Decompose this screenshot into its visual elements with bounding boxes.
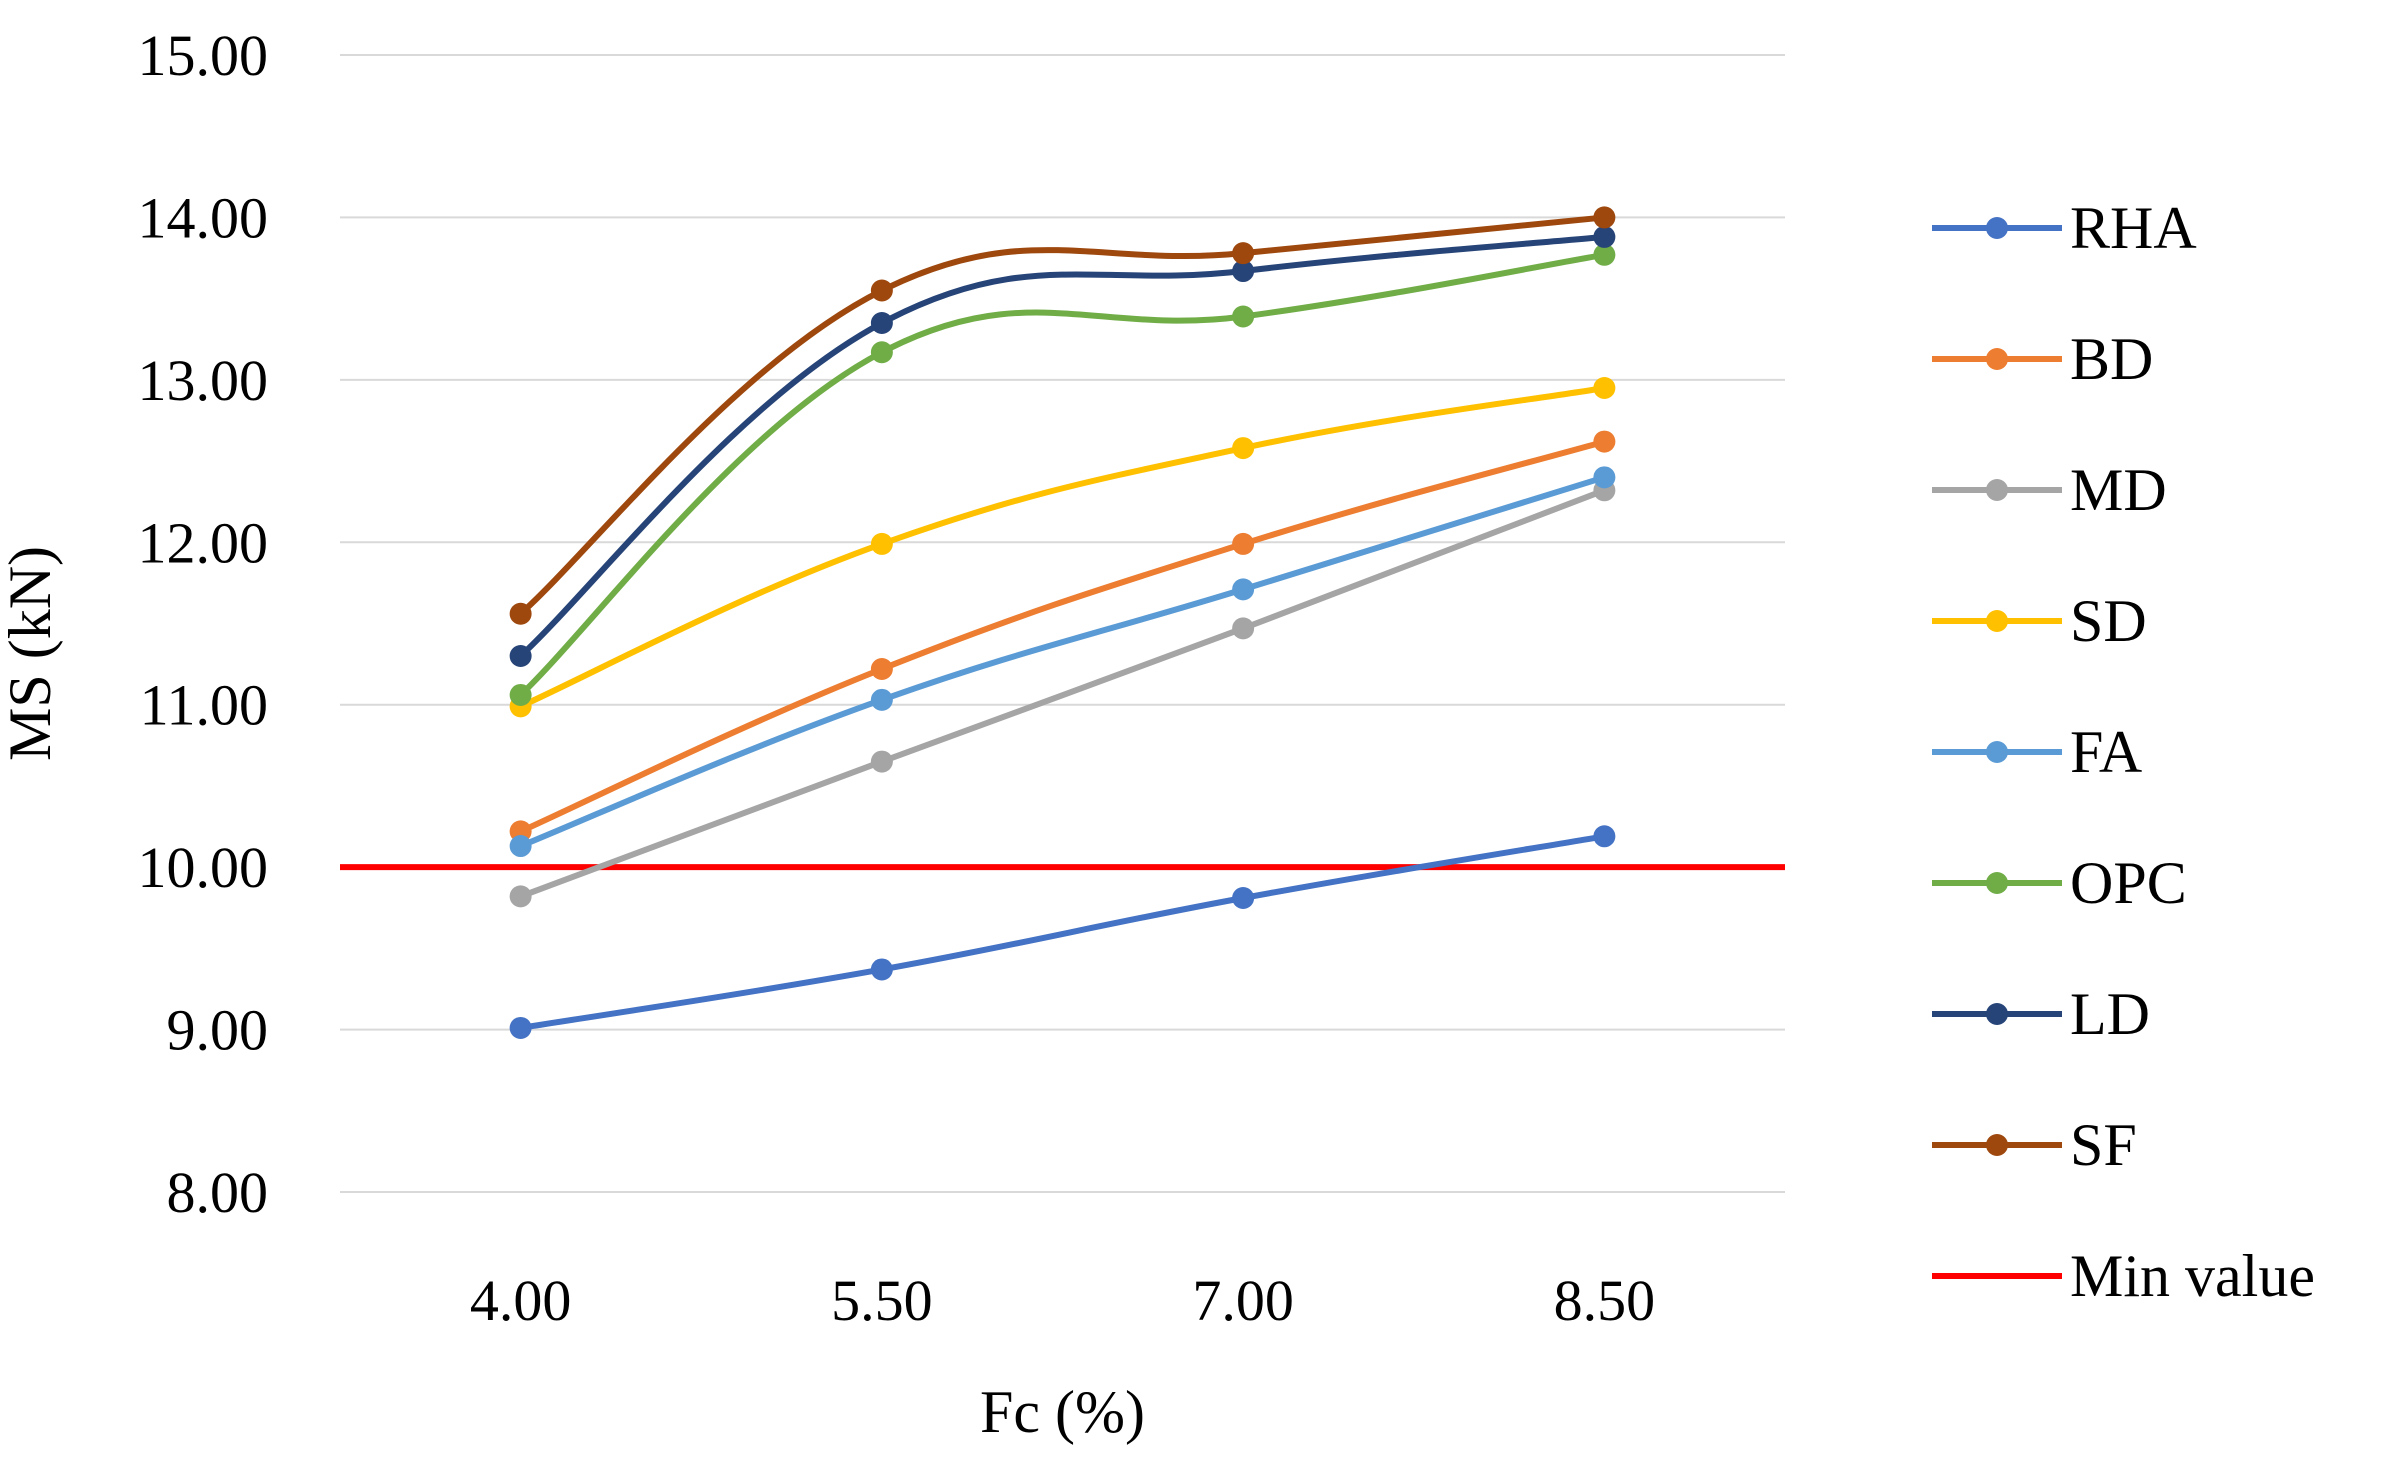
x-tick-labels: 4.00 5.50 7.00 8.50 [470,1268,1655,1333]
data-point-sd [1232,437,1255,460]
legend-marker-swatch [1986,479,2008,501]
x-tick-label: 7.00 [1192,1268,1294,1333]
data-point-rha [1232,887,1255,910]
y-tick-label: 12.00 [138,510,269,575]
legend-label: LD [2070,981,2150,1047]
data-point-bd [1232,532,1255,555]
legend-label: FA [2070,719,2142,785]
data-point-fa [1593,466,1616,489]
y-tick-label: 8.00 [167,1160,269,1225]
data-point-rha [870,958,893,981]
legend-label: SF [2070,1112,2137,1178]
x-tick-label: 5.50 [831,1268,933,1333]
legend-marker-swatch [1986,872,2008,894]
legend-label: BD [2070,326,2153,392]
y-tick-label: 15.00 [138,23,269,88]
y-tick-label: 10.00 [138,835,269,900]
legend-item-sf: SF [1932,1112,2137,1178]
legend-label: SD [2070,588,2147,654]
data-point-ld [509,644,532,667]
y-tick-label: 13.00 [138,348,269,413]
series-line-opc [517,251,1608,698]
data-point-sd [1593,376,1616,399]
series-md [509,479,1616,908]
data-point-sf [870,279,893,302]
data-point-fa [870,688,893,711]
data-point-fa [509,835,532,858]
legend-label: RHA [2070,195,2197,261]
data-point-opc [509,683,532,706]
data-point-ld [1232,260,1255,283]
data-point-ld [870,312,893,335]
data-point-sf [1593,206,1616,229]
series-opc [509,243,1616,706]
series-sf [509,206,1616,625]
data-point-sf [509,602,532,625]
data-point-sd [870,532,893,555]
legend-marker-swatch [1986,610,2008,632]
legend-item-rha: RHA [1932,195,2197,261]
data-point-bd [1593,430,1616,453]
legend-item-ld: LD [1932,981,2150,1047]
legend: RHA BD MD SD FA OPC LD SF Min value [1932,195,2315,1309]
legend-label: Min value [2070,1243,2315,1309]
data-point-ld [1593,225,1616,248]
y-axis-title: MS (kN) [0,546,63,761]
y-tick-label: 14.00 [138,185,269,250]
legend-label: OPC [2070,850,2187,916]
data-point-md [1232,617,1255,640]
series-bd [509,430,1616,843]
y-tick-label: 11.00 [140,673,268,738]
data-point-rha [1593,825,1616,848]
series-group [509,206,1616,1039]
x-tick-label: 8.50 [1554,1268,1656,1333]
legend-item-md: MD [1932,457,2167,523]
series-fa [509,466,1616,858]
legend-marker-swatch [1986,348,2008,370]
data-point-opc [1232,305,1255,328]
series-line-ld [517,233,1608,659]
data-point-md [509,885,532,908]
legend-marker-swatch [1986,217,2008,239]
data-point-fa [1232,578,1255,601]
legend-marker-swatch [1986,1003,2008,1025]
series-line-sd [517,384,1608,710]
x-axis-title: Fc (%) [980,1379,1145,1445]
series-line-md [517,487,1608,900]
legend-marker-swatch [1986,741,2008,763]
data-point-rha [509,1016,532,1039]
legend-item-min-value: Min value [1932,1243,2315,1309]
series-line-sf [517,214,1608,617]
data-point-sf [1232,242,1255,265]
series-sd [509,376,1616,718]
legend-label: MD [2070,457,2167,523]
data-point-bd [870,657,893,680]
series-line-bd [517,438,1608,835]
y-tick-labels: 8.00 9.00 10.00 11.00 12.00 13.00 14.00 15.00 [138,23,269,1225]
legend-item-opc: OPC [1932,850,2187,916]
y-tick-label: 9.00 [167,998,269,1063]
legend-marker-swatch [1986,1134,2008,1156]
series-line-rha [517,833,1608,1031]
series-line-fa [517,474,1608,850]
data-point-opc [1593,243,1616,266]
x-tick-label: 4.00 [470,1268,572,1333]
data-point-opc [870,341,893,364]
series-rha [509,825,1616,1039]
legend-item-fa: FA [1932,719,2142,785]
series-ld [509,225,1616,667]
legend-item-bd: BD [1932,326,2153,392]
data-point-md [870,750,893,773]
legend-item-sd: SD [1932,588,2147,654]
